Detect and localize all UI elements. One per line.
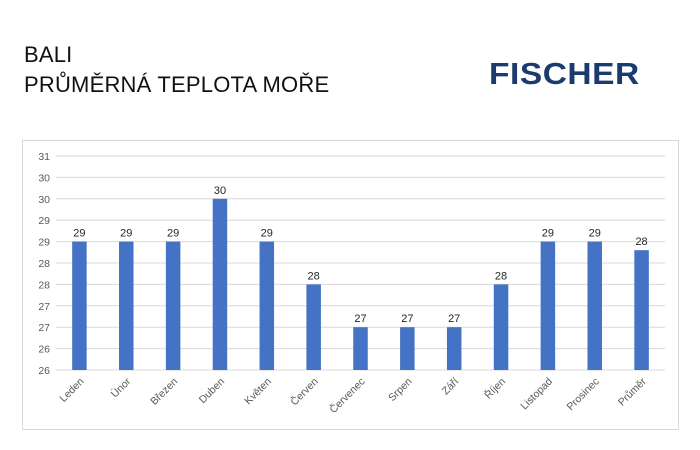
- x-tick-label: Listopad: [518, 376, 555, 413]
- x-tick-label: Květen: [242, 376, 274, 408]
- data-label: 30: [214, 185, 226, 197]
- data-label: 29: [73, 228, 85, 240]
- fischer-logo: FISCHER: [489, 56, 640, 91]
- y-tick-label: 28: [38, 279, 50, 291]
- y-tick-label: 28: [38, 258, 50, 270]
- data-label: 27: [448, 313, 460, 325]
- x-tick-label: Leden: [57, 376, 86, 405]
- bar: [634, 250, 649, 370]
- data-label: 28: [495, 270, 507, 282]
- y-tick-label: 29: [38, 237, 50, 249]
- bar: [353, 327, 368, 370]
- y-tick-label: 27: [38, 301, 50, 313]
- x-tick-label: Duben: [197, 376, 227, 406]
- data-label: 29: [261, 228, 273, 240]
- data-label: 29: [167, 228, 179, 240]
- bar: [72, 241, 87, 370]
- x-tick-label: Červenec: [327, 375, 368, 416]
- x-tick-label: Červen: [288, 375, 321, 408]
- x-tick-label: Říjen: [482, 375, 509, 402]
- bar: [493, 284, 509, 370]
- x-tick-label: Únor: [108, 375, 134, 401]
- bar: [165, 241, 181, 370]
- bar: [540, 241, 556, 370]
- data-label: 29: [542, 228, 554, 240]
- x-tick-label: Průměr: [616, 375, 649, 408]
- y-tick-label: 26: [38, 365, 50, 377]
- x-tick-label: Září: [440, 376, 462, 398]
- data-label: 28: [308, 270, 320, 282]
- bar: [587, 241, 602, 370]
- y-tick-label: 30: [38, 194, 50, 206]
- chart-area: 26 26 27 27 28 28 29 29 30 30 31 29 Leden 29 Únor 29 Bře…: [22, 140, 679, 430]
- y-tick-label: 30: [38, 172, 50, 184]
- bar-chart: 26 26 27 27 28 28 29 29 30 30 31 29 Leden 29 Únor 29 Bře…: [38, 151, 665, 416]
- bar: [212, 198, 228, 370]
- data-label: 29: [120, 228, 132, 240]
- title-line-subject: PRŮMĚRNÁ TEPLOTA MOŘE: [24, 72, 330, 97]
- x-tick-label: Březen: [148, 376, 180, 408]
- data-label: 28: [635, 236, 647, 248]
- page-title: BALI PRŮMĚRNÁ TEPLOTA MOŘE: [24, 40, 329, 100]
- y-tick-label: 27: [38, 322, 50, 334]
- y-tick-label: 29: [38, 215, 50, 227]
- x-tick-label: Srpen: [386, 376, 414, 404]
- data-label: 29: [589, 228, 601, 240]
- title-line-location: BALI: [24, 42, 73, 67]
- y-tick-label: 26: [38, 344, 50, 356]
- bar: [119, 241, 134, 370]
- x-tick-label: Prosinec: [564, 376, 601, 413]
- bar: [259, 241, 275, 370]
- data-label: 27: [354, 313, 366, 325]
- bar: [446, 327, 462, 370]
- y-tick-label: 31: [38, 151, 50, 163]
- bar: [400, 327, 415, 370]
- bar: [306, 284, 321, 370]
- data-label: 27: [401, 313, 413, 325]
